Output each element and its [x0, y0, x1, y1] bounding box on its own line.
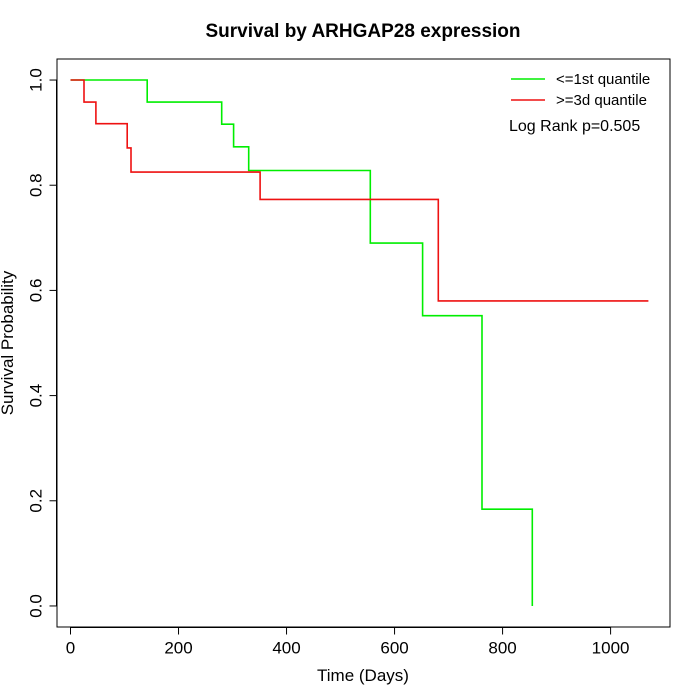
survival-curve-series-2: [70, 79, 649, 302]
legend-label-series-1: <=1st quantile: [556, 71, 650, 88]
survival-curve-series-1: [70, 79, 534, 606]
x-axis-label: Time (Days): [317, 666, 409, 685]
y-tick-label: 0.2: [27, 489, 46, 513]
x-tick-label: 1000: [592, 639, 630, 658]
y-axis-label: Survival Probability: [0, 270, 17, 415]
chart-title: Survival by ARHGAP28 expression: [205, 21, 520, 42]
y-tick-label: 0.0: [27, 594, 46, 618]
y-tick-label: 0.4: [27, 384, 46, 408]
legend: <=1st quantile >=3d quantile: [511, 71, 650, 109]
x-tick-label: 800: [488, 639, 516, 658]
y-tick-label: 0.8: [27, 173, 46, 197]
log-rank-annotation: Log Rank p=0.505: [509, 118, 640, 135]
x-tick-label: 400: [272, 639, 300, 658]
x-tick-label: 0: [66, 639, 75, 658]
y-axis: 0.0 0.2 0.4 0.6 0.8 1.0: [27, 68, 57, 618]
series-group: [70, 79, 649, 606]
y-tick-label: 1.0: [27, 68, 46, 92]
x-tick-label: 600: [380, 639, 408, 658]
x-axis: 0 200 400 600 800 1000: [66, 627, 630, 658]
y-tick-label: 0.6: [27, 279, 46, 303]
x-tick-label: 200: [164, 639, 192, 658]
plot-frame: [56, 58, 671, 628]
legend-label-series-2: >=3d quantile: [556, 92, 647, 109]
